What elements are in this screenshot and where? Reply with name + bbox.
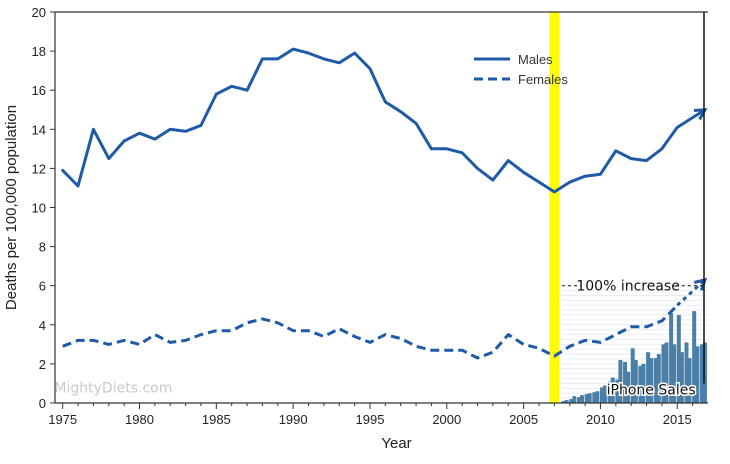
iphone-sales-bar: [638, 365, 643, 403]
trend-arrowhead-males: [693, 108, 708, 121]
iphone-sales-bar: [615, 379, 620, 403]
iphone-sales-bar: [695, 346, 700, 403]
iphone-sales-bar: [656, 354, 661, 403]
iphone-sales-bar: [702, 342, 707, 403]
iphone-sales-bar: [587, 393, 592, 403]
y-gridlines: [560, 290, 708, 399]
tick-labels: 0 2 4 6 8 10 12 14 16 18 20 1975 1980 1985 1990 1995 200…: [32, 5, 694, 427]
y-tick-label: 8: [39, 240, 46, 255]
y-tick-label: 18: [32, 44, 46, 59]
iphone-sales-bar: [679, 352, 684, 403]
trend-arrow-females: [676, 278, 706, 307]
iphone-sales-bar: [580, 395, 585, 403]
y-tick-label: 20: [32, 5, 46, 20]
iphone-sales-bar: [669, 313, 674, 403]
x-axis-title: Year: [381, 435, 411, 452]
iphone-sales-bar: [684, 342, 689, 403]
y-tick-label: 2: [39, 357, 46, 372]
iphone-sales-bar: [672, 344, 677, 403]
series-line-males: [61, 47, 679, 194]
iphone-sales-bar: [576, 397, 581, 403]
iphone-sales-bar: [564, 400, 569, 403]
legend: Males Females: [474, 52, 568, 87]
iphone-sales-bars: [561, 311, 707, 403]
x-tick-label: 1975: [48, 412, 77, 427]
y-tick-label: 14: [32, 122, 46, 137]
iphone-sales-bar: [692, 311, 697, 403]
x-tick-label: 1985: [202, 412, 231, 427]
y-tick-label: 0: [39, 396, 46, 411]
x-tick-label: 1995: [356, 412, 385, 427]
iphone-sales-bar: [595, 391, 600, 403]
x-tick-label: 2010: [586, 412, 615, 427]
x-tick-label: 2015: [663, 412, 692, 427]
annotation-text: 100% increase: [576, 279, 679, 295]
trend-arrow-males: [676, 108, 706, 129]
iphone-sales-bar: [661, 344, 666, 403]
annotations: 100% increase iPhone Sales MightyDiets.com: [54, 12, 705, 400]
iphone-sales-bar: [584, 394, 589, 403]
highlight-band-2007: [549, 12, 560, 403]
iphone-sales-bar: [653, 358, 658, 403]
iphone-sales-bar: [592, 392, 597, 403]
y-axis-title: Deaths per 100,000 population: [3, 105, 20, 310]
iphone-sales-bar: [603, 385, 608, 403]
legend-label-males: Males: [518, 52, 553, 67]
x-tick-label: 2000: [432, 412, 461, 427]
iphone-sales-bar: [599, 387, 604, 403]
iphone-sales-bar: [664, 342, 669, 403]
iphone-sales-bar: [687, 358, 692, 403]
iphone-sales-bar: [569, 399, 574, 403]
trend-arrowhead-females: [693, 277, 708, 291]
iphone-sales-bar: [610, 377, 615, 403]
trend-arrows: [676, 108, 708, 307]
iphone-sales-bar: [676, 315, 681, 403]
series-line-females: [62, 304, 679, 360]
y-tick-label: 12: [32, 161, 46, 176]
annotation-text: iPhone Sales: [607, 382, 696, 398]
y-tick-label: 6: [39, 279, 46, 294]
y-tick-label: 4: [39, 318, 46, 333]
iphone-sales-bar: [646, 352, 651, 403]
series-lines: [61, 47, 679, 360]
iphone-sales-bar: [641, 363, 646, 403]
iphone-sales-bar: [626, 371, 631, 403]
x-tick-label: 1980: [125, 412, 154, 427]
legend-label-females: Females: [518, 72, 568, 87]
iphone-sales-bar: [561, 401, 566, 403]
iphone-sales-bar: [630, 348, 635, 403]
iphone-sales-bar: [618, 359, 623, 403]
iphone-sales-bar: [607, 381, 612, 403]
iphone-sales-bar: [649, 358, 654, 403]
y-tick-label: 10: [32, 201, 46, 216]
iphone-sales-bar: [699, 344, 704, 403]
iphone-sales-bar: [633, 359, 638, 403]
x-tick-label: 2005: [509, 412, 538, 427]
watermark-text: MightyDiets.com: [54, 380, 172, 396]
x-tick-label: 1990: [279, 412, 308, 427]
y-tick-label: 16: [32, 83, 46, 98]
iphone-sales-bar: [572, 396, 577, 403]
iphone-sales-bar: [623, 361, 628, 403]
